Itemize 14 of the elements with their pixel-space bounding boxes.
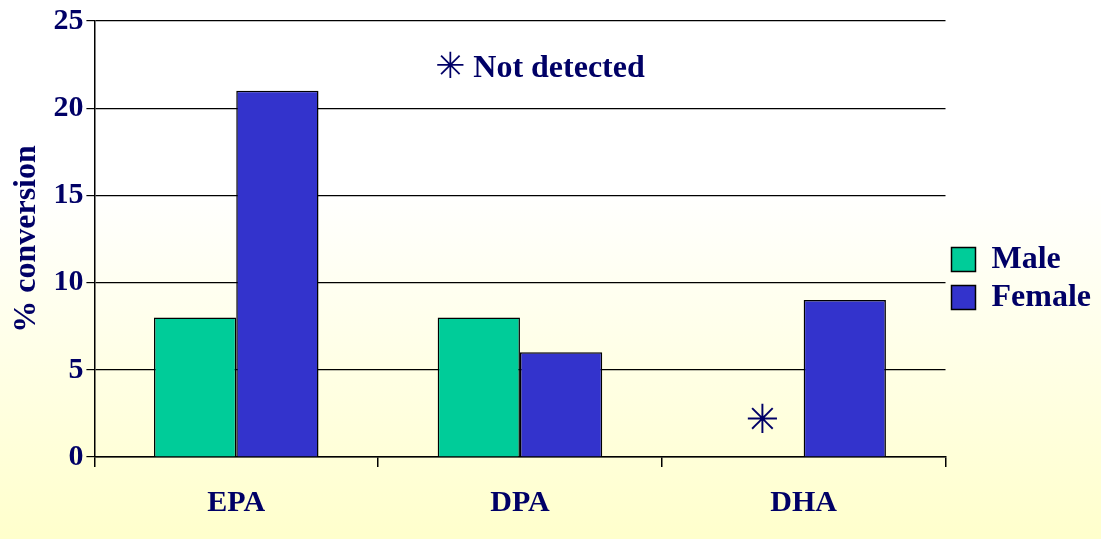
annotation: ✳ Not detected (435, 45, 645, 87)
y-tick-label: 0 (68, 437, 84, 471)
x-tick-label: DHA (770, 483, 838, 517)
x-tick-label: DPA (490, 483, 550, 517)
legend-label: Male (991, 238, 1061, 275)
legend-label: Female (991, 276, 1091, 313)
y-tick-label: 15 (53, 176, 84, 210)
x-tick-label: EPA (207, 483, 266, 517)
y-axis-title: % conversion (6, 145, 43, 333)
y-tick-label: 5 (68, 350, 84, 384)
annotation: ✳ (745, 395, 780, 442)
y-tick-label: 25 (53, 1, 84, 35)
y-tick-label: 10 (53, 263, 84, 297)
y-tick-label: 20 (53, 88, 84, 122)
